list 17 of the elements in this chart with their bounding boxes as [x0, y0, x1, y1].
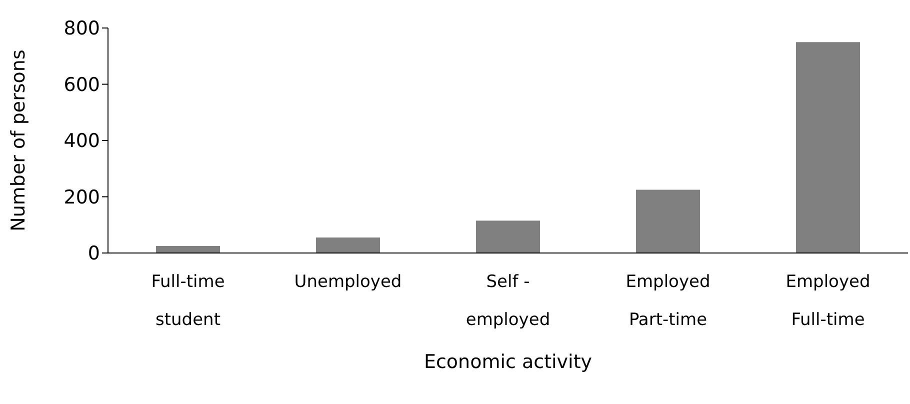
- x-tick-label: Self - employed: [466, 272, 550, 330]
- y-tick-label: 400: [64, 130, 100, 152]
- bar: [796, 42, 860, 253]
- x-tick-label: Employed Part-time: [626, 272, 710, 330]
- bar: [636, 190, 700, 253]
- y-tick-label: 600: [64, 74, 100, 96]
- y-tick-label: 200: [64, 186, 100, 208]
- bar: [156, 246, 220, 253]
- y-tick-label: 800: [64, 18, 100, 40]
- bar: [476, 220, 540, 253]
- bar: [316, 238, 380, 253]
- y-axis-title: Number of persons: [8, 50, 30, 232]
- x-tick-label: Unemployed: [294, 272, 402, 292]
- x-tick-label: Employed Full-time: [786, 272, 870, 330]
- x-tick-label: Full-time student: [151, 272, 225, 330]
- x-axis-title: Economic activity: [424, 351, 592, 373]
- y-tick-label: 0: [88, 242, 100, 265]
